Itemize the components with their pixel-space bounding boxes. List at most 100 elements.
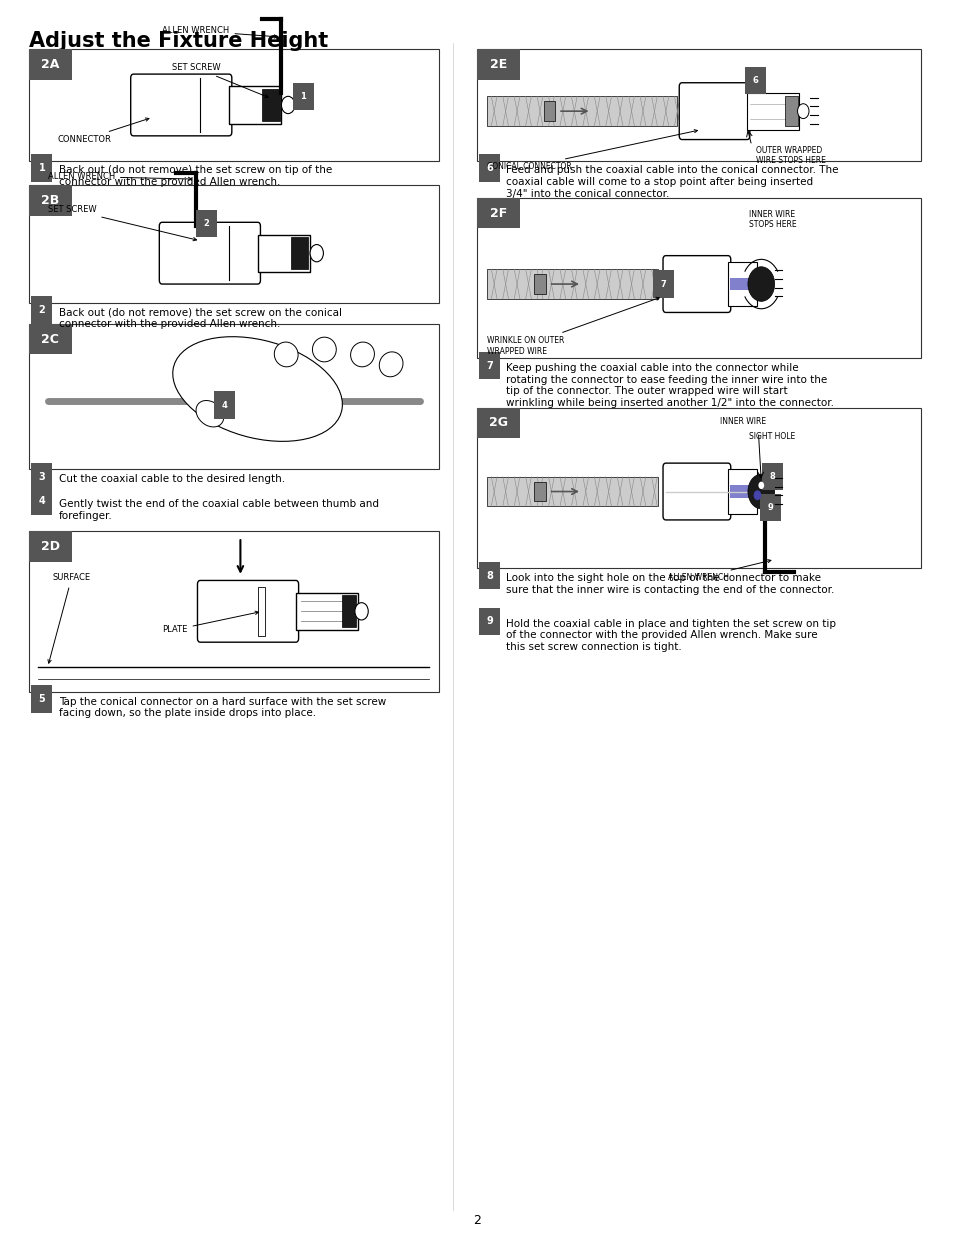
- FancyBboxPatch shape: [131, 74, 232, 136]
- Text: 3: 3: [38, 472, 46, 482]
- Bar: [478, 352, 499, 379]
- Bar: [293, 83, 314, 110]
- Text: SURFACE: SURFACE: [48, 573, 91, 663]
- Text: 4: 4: [38, 496, 46, 506]
- Text: Gently twist the end of the coaxial cable between thumb and
forefinger.: Gently twist the end of the coaxial cabl…: [59, 499, 378, 520]
- Ellipse shape: [351, 342, 374, 367]
- Circle shape: [281, 96, 294, 114]
- Circle shape: [747, 267, 774, 301]
- Bar: [476, 49, 920, 161]
- Bar: [29, 531, 71, 562]
- Bar: [257, 587, 265, 636]
- Text: Back out (do not remove) the set screw on tip of the
connector with the provided: Back out (do not remove) the set screw o…: [59, 165, 332, 186]
- Circle shape: [747, 474, 774, 509]
- Text: 5: 5: [38, 694, 46, 704]
- Text: 9: 9: [767, 503, 773, 513]
- Text: 2G: 2G: [489, 416, 507, 430]
- Bar: [31, 488, 52, 515]
- Bar: [761, 463, 782, 490]
- FancyBboxPatch shape: [197, 580, 298, 642]
- Bar: [195, 210, 216, 237]
- Bar: [729, 278, 753, 290]
- Ellipse shape: [172, 337, 342, 441]
- Bar: [476, 49, 519, 80]
- Text: Cut the coaxial cable to the desired length.: Cut the coaxial cable to the desired len…: [59, 474, 285, 484]
- Bar: [31, 463, 52, 490]
- Bar: [31, 685, 52, 713]
- FancyBboxPatch shape: [662, 463, 730, 520]
- Text: 8: 8: [769, 472, 775, 482]
- Bar: [478, 154, 499, 182]
- Text: Keep pushing the coaxial cable into the connector while
rotating the connector t: Keep pushing the coaxial cable into the …: [505, 363, 833, 408]
- Text: 1: 1: [38, 163, 46, 173]
- Bar: [486, 269, 658, 299]
- Text: 2F: 2F: [489, 206, 507, 220]
- Bar: [262, 89, 279, 121]
- Text: Feed and push the coaxial cable into the conical connector. The
coaxial cable wi: Feed and push the coaxial cable into the…: [505, 165, 838, 199]
- Circle shape: [758, 482, 763, 489]
- Text: SET SCREW: SET SCREW: [48, 205, 196, 241]
- FancyBboxPatch shape: [679, 83, 749, 140]
- FancyBboxPatch shape: [662, 256, 730, 312]
- Bar: [543, 101, 555, 121]
- Text: CONNECTOR: CONNECTOR: [57, 119, 149, 144]
- Text: 4: 4: [221, 400, 227, 410]
- Text: SET SCREW: SET SCREW: [172, 63, 268, 98]
- Bar: [486, 96, 677, 126]
- Bar: [784, 96, 797, 126]
- Circle shape: [753, 490, 760, 500]
- Text: 7: 7: [659, 279, 665, 289]
- Text: 2: 2: [38, 305, 46, 315]
- Bar: [29, 531, 438, 692]
- Text: PLATE: PLATE: [162, 611, 258, 635]
- Text: ALLEN WRENCH: ALLEN WRENCH: [162, 26, 277, 38]
- Text: Tap the conical connector on a hard surface with the set screw
facing down, so t: Tap the conical connector on a hard surf…: [59, 697, 386, 718]
- Bar: [29, 185, 71, 216]
- Bar: [476, 198, 920, 358]
- Text: Adjust the Fixture Height: Adjust the Fixture Height: [29, 31, 328, 51]
- Bar: [478, 562, 499, 589]
- Bar: [229, 86, 281, 124]
- Text: 7: 7: [485, 361, 493, 370]
- Bar: [29, 324, 71, 354]
- Bar: [29, 49, 71, 80]
- Text: 6: 6: [752, 75, 758, 85]
- Bar: [31, 296, 52, 324]
- Bar: [534, 482, 545, 501]
- Text: 2: 2: [473, 1214, 480, 1226]
- Bar: [291, 237, 308, 269]
- Bar: [213, 391, 234, 419]
- Bar: [486, 477, 658, 506]
- Text: 2B: 2B: [41, 194, 59, 207]
- Bar: [29, 324, 438, 469]
- Text: 9: 9: [485, 616, 493, 626]
- Text: WRINKLE ON OUTER
WRAPPED WIRE: WRINKLE ON OUTER WRAPPED WIRE: [486, 298, 659, 356]
- Text: SIGHT HOLE: SIGHT HOLE: [748, 432, 794, 441]
- Text: 8: 8: [485, 571, 493, 580]
- Text: INNER WIRE
STOPS HERE: INNER WIRE STOPS HERE: [748, 210, 796, 230]
- Circle shape: [355, 603, 368, 620]
- Bar: [727, 262, 756, 306]
- Bar: [746, 93, 799, 130]
- Bar: [476, 408, 920, 568]
- Text: INNER WIRE: INNER WIRE: [720, 417, 765, 426]
- Bar: [29, 49, 438, 161]
- Ellipse shape: [312, 337, 335, 362]
- Circle shape: [310, 245, 323, 262]
- Bar: [744, 67, 765, 94]
- Text: 1: 1: [300, 91, 306, 101]
- Bar: [729, 485, 753, 498]
- Bar: [727, 469, 756, 514]
- Bar: [476, 198, 519, 228]
- Text: OUTER WRAPPED
WIRE STOPS HERE: OUTER WRAPPED WIRE STOPS HERE: [755, 146, 824, 165]
- Bar: [295, 593, 357, 630]
- Bar: [31, 154, 52, 182]
- Circle shape: [797, 104, 808, 119]
- Text: 2D: 2D: [41, 540, 59, 553]
- Text: 2: 2: [203, 219, 209, 228]
- Text: ALLEN WRENCH: ALLEN WRENCH: [667, 559, 770, 583]
- Bar: [257, 235, 310, 272]
- Text: Back out (do not remove) the set screw on the conical
connector with the provide: Back out (do not remove) the set screw o…: [59, 308, 342, 329]
- Text: 2E: 2E: [489, 58, 507, 72]
- Bar: [476, 408, 519, 438]
